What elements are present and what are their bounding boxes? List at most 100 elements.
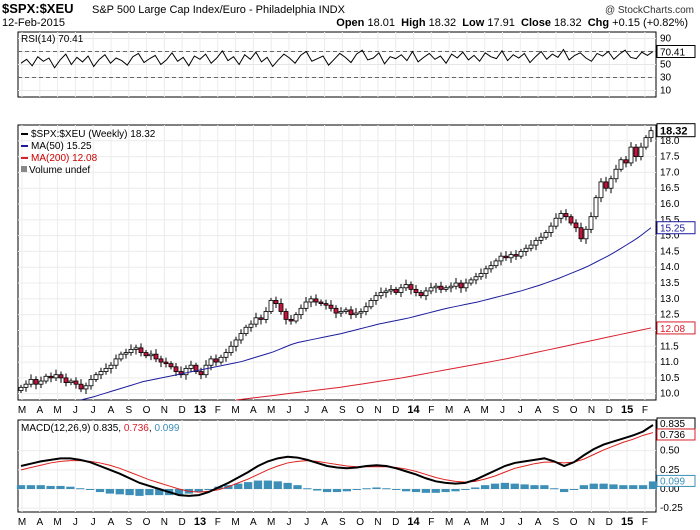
- macd-histogram-bar: [638, 485, 648, 489]
- price-candle: [383, 290, 389, 293]
- macd-histogram-bar: [95, 489, 105, 493]
- price-candle: [108, 364, 114, 369]
- macd-histogram-bar: [273, 481, 282, 489]
- price-x-label: A: [250, 405, 257, 416]
- price-candle: [428, 287, 434, 292]
- price-x-label: J: [518, 405, 523, 416]
- price-candle: [458, 282, 464, 289]
- macd-histogram-bar: [569, 489, 579, 490]
- price-tick-label: 16.0: [660, 199, 680, 210]
- price-x-label: S: [339, 405, 346, 416]
- price-candle: [503, 255, 509, 259]
- price-tick-label: 13.0: [660, 294, 680, 305]
- macd-x-label: A: [535, 517, 542, 528]
- macd-histogram-bar: [411, 489, 421, 493]
- price-x-label: M: [481, 405, 489, 416]
- price-candle: [553, 217, 559, 227]
- price-candle: [123, 352, 129, 355]
- macd-histogram-bar: [530, 485, 539, 489]
- macd-x-label: A: [464, 517, 471, 528]
- price-candle: [438, 285, 444, 290]
- price-candle: [73, 380, 79, 385]
- macd-x-label: J: [91, 517, 96, 528]
- macd-histogram-bar: [648, 481, 658, 489]
- price-candle: [283, 311, 289, 320]
- price-x-label: D: [392, 405, 399, 416]
- macd-x-label: N: [374, 517, 381, 528]
- price-candle: [583, 228, 589, 240]
- macd-histogram-bar: [115, 489, 124, 495]
- price-candle: [498, 255, 504, 262]
- macd-x-label: F: [642, 517, 648, 528]
- macd-histogram-bar: [66, 486, 75, 489]
- price-x-label: O: [143, 405, 151, 416]
- price-candle: [168, 363, 174, 368]
- macd-histogram-bar: [85, 489, 95, 490]
- price-tick-label: 15.0: [660, 231, 680, 242]
- macd-x-label: J: [500, 517, 505, 528]
- price-tick-label: 18.0: [660, 136, 680, 147]
- price-candle: [253, 317, 259, 325]
- price-x-label: D: [606, 405, 613, 416]
- price-candle: [133, 347, 139, 350]
- price-candle: [143, 352, 149, 357]
- price-candle: [448, 285, 454, 289]
- macd-histogram-bar: [56, 485, 65, 489]
- price-tick-label: 10.0: [660, 389, 680, 400]
- price-candle: [153, 353, 159, 360]
- price-x-label: 15: [621, 404, 633, 416]
- price-candle: [513, 254, 519, 257]
- macd-histogram-bar: [46, 485, 55, 489]
- price-x-label: F: [428, 405, 434, 416]
- price-candle: [318, 301, 324, 304]
- macd-histogram-bar: [313, 489, 322, 491]
- macd-histogram-bar: [480, 485, 490, 489]
- macd-histogram-bar: [451, 489, 460, 492]
- quote-summary: Open 18.01 High 18.32 Low 17.91 Close 18…: [336, 17, 688, 29]
- macd-histogram-bar: [145, 489, 154, 496]
- price-candle: [363, 306, 369, 312]
- macd-x-label: N: [588, 517, 595, 528]
- price-tick-label: 11.5: [660, 341, 679, 352]
- price-candle: [188, 364, 194, 369]
- rsi-tick-label: 50: [660, 60, 672, 71]
- macd-x-label: N: [161, 517, 168, 528]
- macd-signal-line: [20, 432, 654, 493]
- price-candle: [293, 314, 299, 322]
- price-candle: [263, 311, 269, 320]
- price-candle: [643, 137, 649, 148]
- price-candle: [58, 374, 64, 379]
- price-candle: [518, 251, 524, 257]
- price-x-label: M: [53, 405, 61, 416]
- macd-histogram-bar: [362, 488, 371, 490]
- price-candle: [603, 181, 609, 189]
- rsi-tick-label: 10: [660, 86, 672, 97]
- price-candle: [413, 288, 419, 293]
- price-candle: [308, 298, 314, 303]
- price-candle: [548, 225, 554, 233]
- macd-histogram-bar: [332, 489, 342, 493]
- price-candle: [273, 300, 279, 304]
- price-x-label: D: [179, 405, 186, 416]
- price-candle: [568, 216, 574, 224]
- price-candle: [543, 232, 549, 238]
- price-x-label: A: [108, 405, 115, 416]
- price-candle: [588, 216, 594, 230]
- rsi-legend: RSI(14) 70.41: [21, 34, 84, 45]
- price-candle: [353, 312, 359, 316]
- macd-histogram-bar: [490, 483, 500, 489]
- ma200-line: [235, 327, 652, 401]
- macd-histogram-bar: [540, 485, 549, 489]
- price-candle: [623, 159, 629, 164]
- price-candle: [488, 265, 494, 270]
- watermark: @ StockCharts.com: [604, 5, 694, 16]
- price-candle: [403, 284, 409, 289]
- price-candle: [648, 130, 654, 139]
- price-candle: [23, 383, 29, 388]
- macd-x-label: M: [231, 517, 239, 528]
- price-candle: [463, 282, 469, 289]
- macd-histogram-bar: [194, 489, 203, 493]
- macd-last-label: 0.835: [660, 419, 685, 430]
- macd-histogram-bar: [629, 485, 638, 489]
- price-candle: [128, 349, 134, 353]
